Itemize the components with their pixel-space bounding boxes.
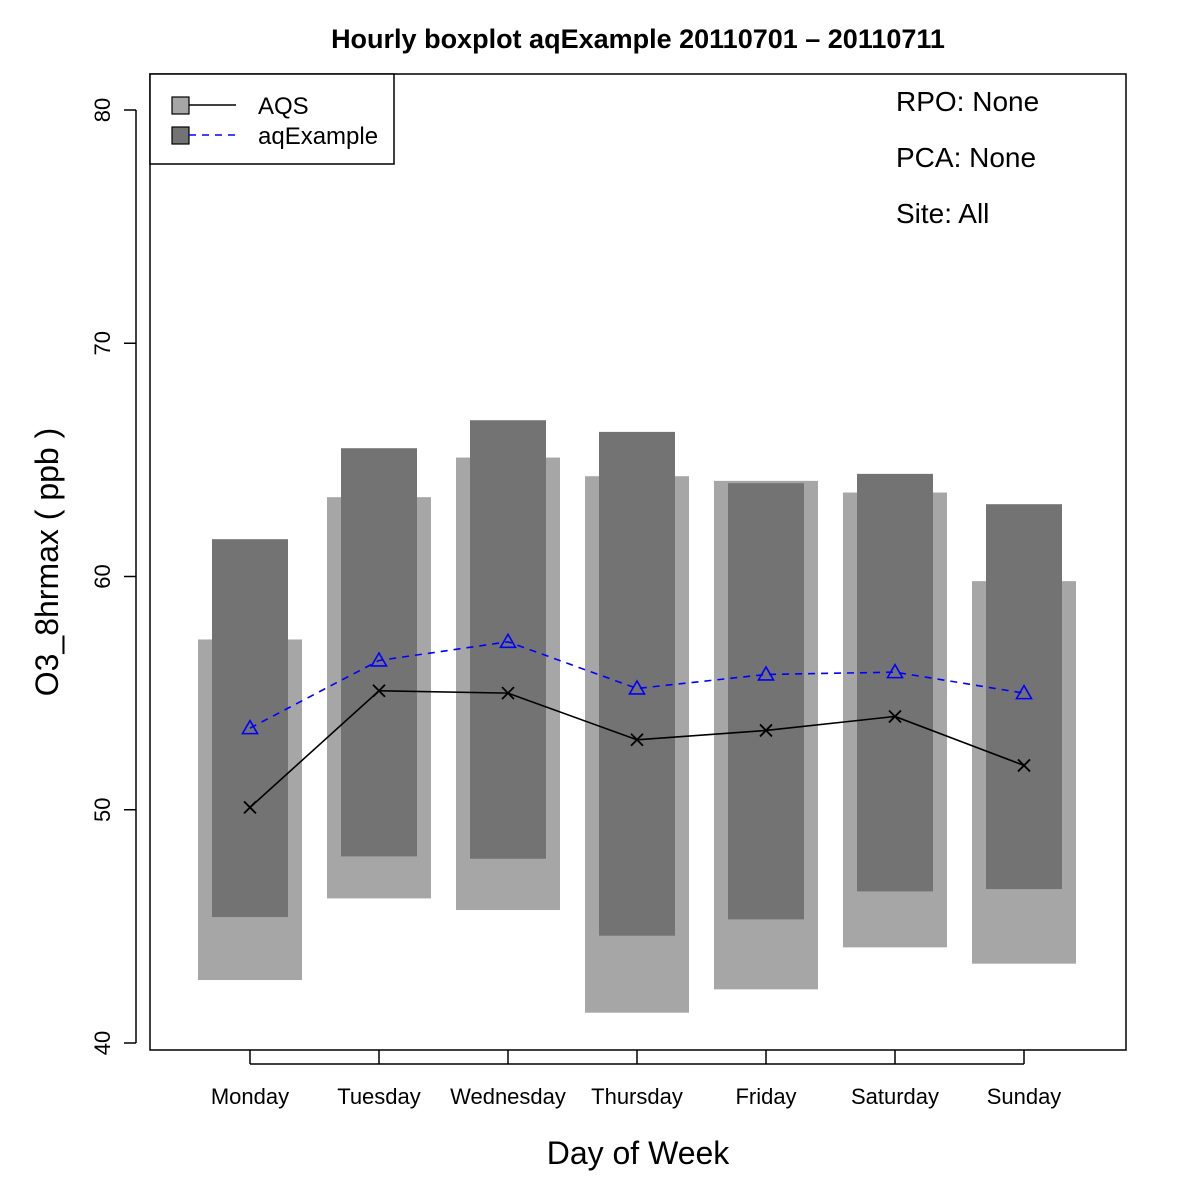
marker-aqexample-thursday	[628, 679, 646, 695]
marker-aqs-saturday	[888, 709, 902, 724]
marker-aqs-friday	[759, 723, 773, 738]
x-tick-label-sunday: Sunday	[987, 1084, 1062, 1109]
marker-aqexample-sunday	[1015, 684, 1033, 700]
markers-layer	[241, 632, 1033, 815]
chart-title: Hourly boxplot aqExample 20110701 – 2011…	[331, 24, 945, 54]
x-tick-label-monday: Monday	[211, 1084, 289, 1109]
legend-swatch-aqs	[171, 96, 190, 115]
y-tick-label-80: 80	[90, 98, 115, 122]
marker-aqs-tuesday	[372, 684, 386, 698]
legend-label-aqexample: aqExample	[258, 123, 378, 150]
mean-line-aqexample	[249, 640, 1025, 729]
boxes-layer	[198, 420, 1076, 1013]
legend-swatch-aqexample	[171, 126, 190, 145]
x-axis: Monday Tuesday Wednesday Thursday Friday Satu…	[211, 1050, 1061, 1109]
annotation-rpo: RPO: None	[896, 86, 1039, 117]
annotation-site: Site: All	[896, 198, 989, 229]
box-aqexample-friday	[728, 483, 804, 920]
legend-box	[149, 73, 395, 165]
box-aqexample-thursday	[599, 431, 675, 936]
y-axis-label: O3_8hrmax ( ppb )	[29, 428, 65, 697]
y-tick-label-50: 50	[90, 798, 115, 822]
marker-aqs-thursday	[630, 733, 644, 747]
legend-label-aqs: AQS	[258, 93, 309, 120]
annotation-pca: PCA: None	[896, 142, 1036, 173]
box-aqexample-saturday	[857, 473, 933, 892]
y-tick-label-60: 60	[90, 564, 115, 588]
box-aqexample-sunday	[986, 504, 1062, 890]
marker-aqs-wednesday	[501, 686, 515, 700]
box-aqexample-wednesday	[470, 420, 546, 859]
x-tick-label-wednesday: Wednesday	[450, 1084, 566, 1109]
plot-frame	[149, 73, 1127, 1051]
x-tick-label-thursday: Thursday	[591, 1084, 683, 1109]
legend: AQS aqExample	[149, 73, 395, 165]
y-axis: 40 50 60 70 80	[90, 98, 137, 1055]
y-tick-label-70: 70	[90, 331, 115, 355]
marker-aqexample-saturday	[886, 663, 904, 679]
x-tick-label-saturday: Saturday	[851, 1084, 939, 1109]
x-axis-label: Day of Week	[547, 1135, 731, 1171]
marker-aqexample-friday	[757, 665, 775, 681]
marker-aqs-monday	[243, 800, 257, 815]
marker-aqexample-wednesday	[499, 632, 517, 649]
marker-aqexample-tuesday	[370, 651, 388, 667]
x-tick-label-tuesday: Tuesday	[337, 1084, 421, 1109]
x-tick-label-friday: Friday	[735, 1084, 796, 1109]
marker-aqexample-monday	[241, 719, 259, 735]
y-tick-label-40: 40	[90, 1031, 115, 1055]
marker-aqs-sunday	[1017, 758, 1031, 773]
